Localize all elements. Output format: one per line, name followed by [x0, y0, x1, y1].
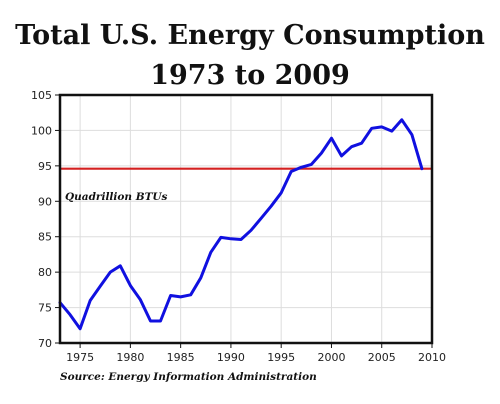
- y-tick-label: 70: [38, 337, 52, 350]
- x-tick-label: 2005: [368, 351, 396, 364]
- series-line: [58, 118, 424, 331]
- x-tick-label: 1980: [116, 351, 144, 364]
- y-tick-label: 75: [38, 302, 52, 315]
- chart-title-line-2: 1973 to 2009: [150, 60, 350, 91]
- y-tick-label: 90: [38, 195, 52, 208]
- y-tick-label: 105: [31, 89, 52, 102]
- x-tick-label: 1985: [167, 351, 195, 364]
- x-tick-label: 1975: [66, 351, 94, 364]
- source-note: Source: Energy Information Administratio…: [60, 371, 317, 383]
- x-tick-label: 2000: [317, 351, 345, 364]
- grid: [60, 94, 433, 344]
- y-axis: 70 75 80 85 90 95 100 105: [31, 89, 60, 350]
- x-axis: 1975 1980 1985 1990 1995 2000 2005 2010: [66, 343, 446, 364]
- plot-frame: [58, 93, 434, 345]
- y-tick-label: 100: [31, 124, 52, 137]
- y-tick-label: 95: [38, 160, 52, 173]
- unit-annotation: Quadrillion BTUs: [65, 191, 168, 203]
- x-tick-label: 1995: [267, 351, 295, 364]
- x-tick-label: 1990: [217, 351, 245, 364]
- chart-title-line-1: Total U.S. Energy Consumption: [15, 20, 485, 51]
- y-tick-label: 85: [38, 231, 52, 244]
- y-tick-label: 80: [38, 266, 52, 279]
- x-tick-label: 2010: [418, 351, 446, 364]
